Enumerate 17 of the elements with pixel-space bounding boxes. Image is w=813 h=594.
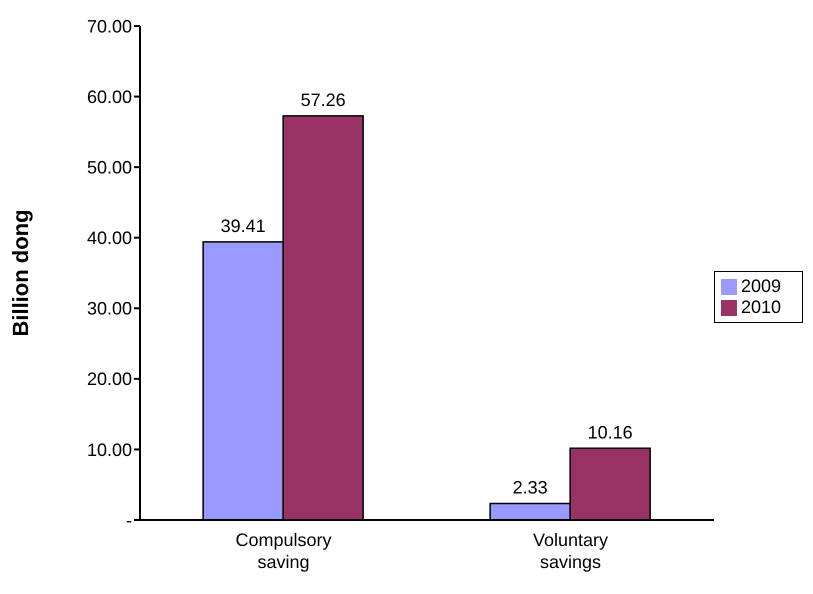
data-label: 2.33 bbox=[512, 478, 548, 498]
data-label: 57.26 bbox=[300, 90, 346, 110]
y-tick-label: - bbox=[126, 510, 132, 530]
data-label: 10.16 bbox=[588, 422, 633, 442]
legend-label: 2009 bbox=[741, 276, 782, 296]
y-tick-label: 40.00 bbox=[86, 228, 132, 248]
x-tick-label: Compulsory saving bbox=[235, 530, 332, 572]
y-tick-label: 70.00 bbox=[86, 16, 132, 36]
y-tick-label: 10.00 bbox=[86, 440, 132, 460]
x-tick-label: Voluntary savings bbox=[532, 530, 608, 572]
data-label: 39.41 bbox=[220, 216, 266, 236]
legend-label: 2010 bbox=[741, 297, 782, 317]
y-tick-label: 20.00 bbox=[86, 369, 132, 390]
y-tick-label: 30.00 bbox=[86, 298, 132, 319]
y-tick-label: 60.00 bbox=[86, 86, 132, 107]
y-axis-title: Billion dong bbox=[8, 209, 33, 337]
y-tick-label: 50.00 bbox=[86, 158, 132, 178]
